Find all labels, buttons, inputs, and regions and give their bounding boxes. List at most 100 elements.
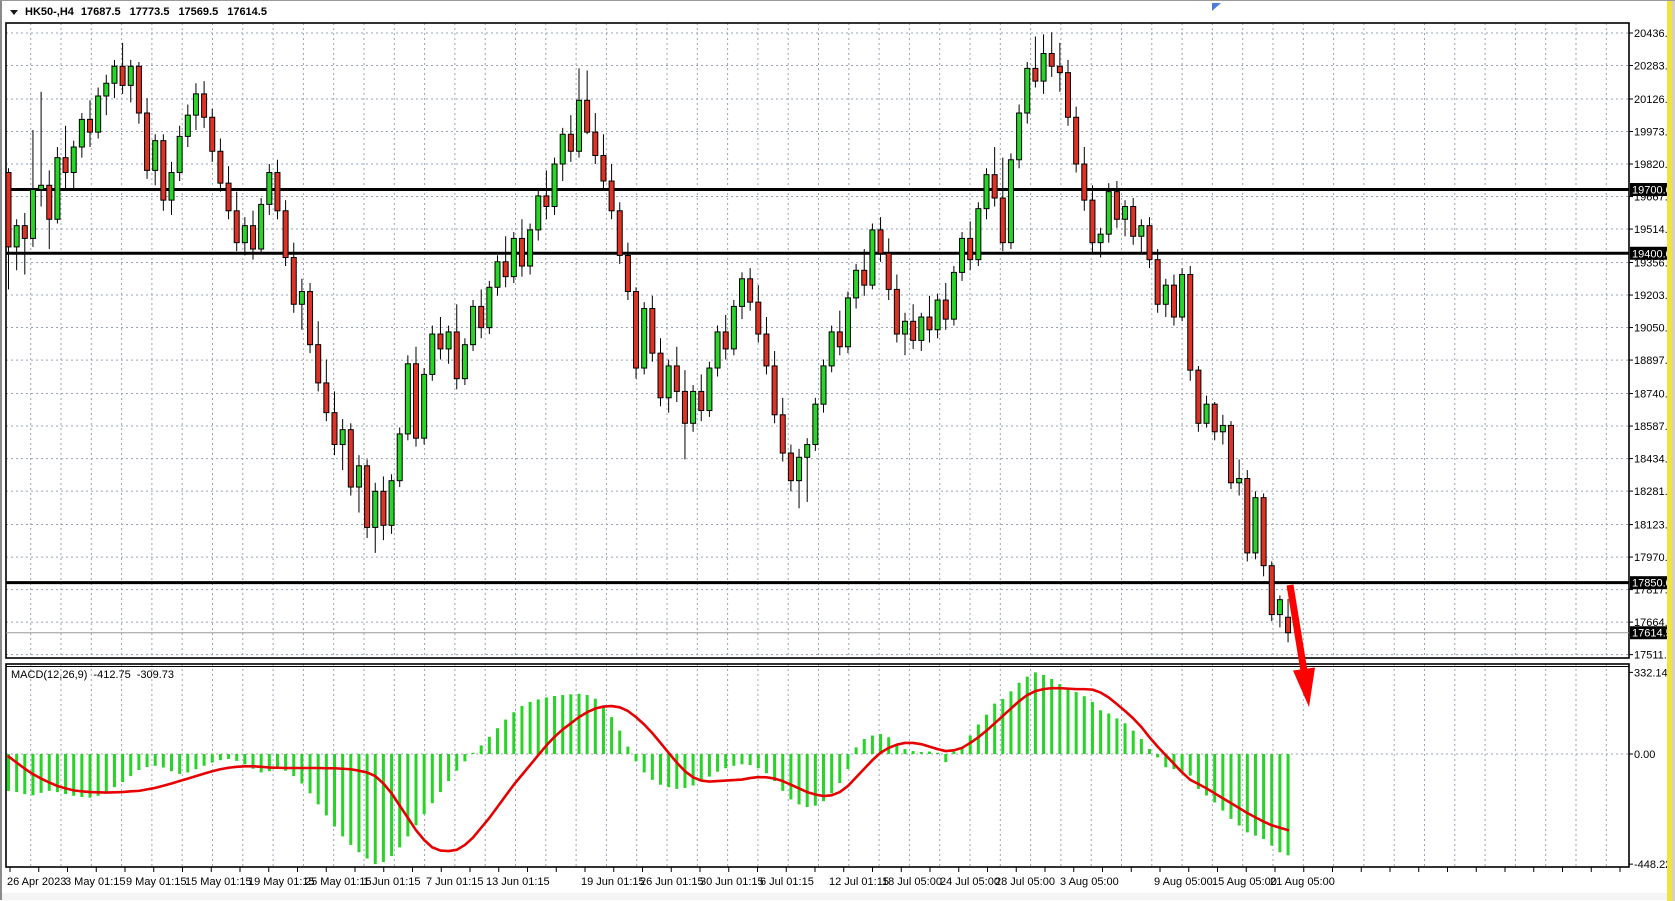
candle[interactable] bbox=[510, 232, 517, 284]
candle[interactable] bbox=[1211, 402, 1218, 441]
candle[interactable] bbox=[258, 198, 265, 254]
candle[interactable] bbox=[681, 370, 688, 460]
candle[interactable] bbox=[274, 159, 281, 220]
trend-arrow[interactable] bbox=[1286, 584, 1315, 707]
candle[interactable] bbox=[527, 223, 534, 275]
candle[interactable] bbox=[999, 157, 1006, 252]
candle[interactable] bbox=[1236, 459, 1243, 496]
candle[interactable] bbox=[1089, 185, 1096, 254]
candle[interactable] bbox=[567, 115, 574, 162]
candle[interactable] bbox=[959, 232, 966, 281]
candle[interactable] bbox=[168, 161, 175, 216]
candle[interactable] bbox=[307, 283, 314, 354]
candle[interactable] bbox=[486, 280, 493, 335]
candle[interactable] bbox=[812, 397, 819, 451]
candle[interactable] bbox=[62, 125, 69, 190]
candle[interactable] bbox=[543, 170, 550, 220]
candle[interactable] bbox=[135, 62, 142, 124]
candle[interactable] bbox=[698, 374, 705, 422]
candle[interactable] bbox=[902, 312, 908, 356]
candle[interactable] bbox=[429, 325, 436, 381]
candle[interactable] bbox=[437, 317, 444, 360]
candle[interactable] bbox=[983, 168, 990, 220]
candle[interactable] bbox=[518, 219, 525, 277]
candle[interactable] bbox=[13, 219, 20, 271]
candle[interactable] bbox=[1268, 561, 1275, 621]
candle[interactable] bbox=[1113, 181, 1120, 228]
candle[interactable] bbox=[339, 419, 346, 471]
candle[interactable] bbox=[1179, 268, 1186, 322]
chart-shift-marker-icon[interactable] bbox=[1212, 3, 1221, 11]
candle[interactable] bbox=[584, 70, 591, 135]
candle[interactable] bbox=[1244, 470, 1251, 562]
candle[interactable] bbox=[21, 212, 28, 275]
candle[interactable] bbox=[991, 147, 998, 207]
candle[interactable] bbox=[347, 423, 354, 496]
candle[interactable] bbox=[600, 134, 607, 190]
candle[interactable] bbox=[1170, 274, 1177, 326]
candle[interactable] bbox=[1024, 62, 1031, 124]
candle[interactable] bbox=[152, 134, 159, 186]
candle[interactable] bbox=[763, 317, 770, 375]
candle[interactable] bbox=[787, 444, 794, 492]
candle[interactable] bbox=[225, 166, 232, 220]
candle[interactable] bbox=[478, 289, 485, 339]
candle[interactable] bbox=[1048, 32, 1055, 77]
candle[interactable] bbox=[877, 217, 884, 262]
candle[interactable] bbox=[233, 191, 240, 252]
candle[interactable] bbox=[103, 74, 110, 116]
candle[interactable] bbox=[1260, 493, 1267, 577]
candle[interactable] bbox=[119, 42, 126, 94]
candle[interactable] bbox=[820, 359, 827, 413]
candle[interactable] bbox=[657, 338, 664, 407]
candle[interactable] bbox=[950, 266, 957, 326]
candle[interactable] bbox=[706, 361, 713, 417]
candle[interactable] bbox=[421, 368, 428, 445]
candle[interactable] bbox=[714, 325, 721, 377]
candle[interactable] bbox=[576, 68, 582, 158]
candle[interactable] bbox=[893, 274, 900, 343]
candle[interactable] bbox=[559, 127, 566, 182]
candle[interactable] bbox=[844, 291, 851, 354]
candle[interactable] bbox=[926, 295, 933, 343]
candle[interactable] bbox=[250, 210, 256, 260]
candle[interactable] bbox=[1056, 42, 1063, 92]
candle[interactable] bbox=[739, 272, 745, 320]
candle[interactable] bbox=[942, 283, 949, 330]
candle[interactable] bbox=[241, 217, 248, 256]
candle[interactable] bbox=[290, 242, 297, 313]
candle[interactable] bbox=[608, 164, 615, 220]
candle[interactable] bbox=[1122, 200, 1129, 237]
candle[interactable] bbox=[78, 113, 85, 158]
candle[interactable] bbox=[95, 87, 102, 139]
candle[interactable] bbox=[380, 476, 387, 541]
candle[interactable] bbox=[633, 287, 640, 379]
candle[interactable] bbox=[1040, 34, 1047, 94]
candle[interactable] bbox=[771, 351, 778, 424]
chart-collapse-dropdown-icon[interactable] bbox=[10, 10, 18, 15]
candle[interactable] bbox=[1032, 36, 1039, 88]
candle[interactable] bbox=[323, 359, 330, 422]
candle[interactable] bbox=[1073, 106, 1080, 173]
candle[interactable] bbox=[1130, 198, 1137, 245]
candle[interactable] bbox=[160, 134, 167, 211]
candle[interactable] bbox=[836, 310, 843, 356]
candle[interactable] bbox=[372, 482, 379, 553]
candle[interactable] bbox=[1252, 491, 1259, 560]
candle[interactable] bbox=[470, 300, 477, 352]
candle[interactable] bbox=[266, 164, 273, 216]
candle[interactable] bbox=[1228, 421, 1234, 490]
candle[interactable] bbox=[853, 263, 860, 309]
candle[interactable] bbox=[755, 285, 762, 343]
candle[interactable] bbox=[331, 391, 338, 456]
candle[interactable] bbox=[918, 312, 925, 352]
candle[interactable] bbox=[413, 346, 419, 447]
candle[interactable] bbox=[1146, 217, 1153, 269]
candle[interactable] bbox=[722, 314, 729, 360]
candle[interactable] bbox=[910, 304, 917, 349]
candle[interactable] bbox=[282, 200, 289, 267]
candle[interactable] bbox=[804, 438, 811, 502]
candle[interactable] bbox=[828, 325, 835, 373]
candle[interactable] bbox=[176, 125, 183, 182]
